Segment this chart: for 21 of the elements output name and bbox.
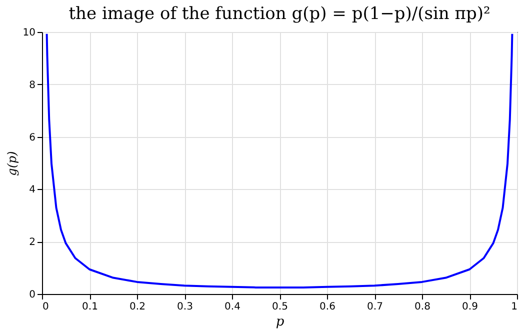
y-tick-label: 10 <box>22 28 36 38</box>
x-tick-label: 0 <box>42 302 49 312</box>
y-tick-label: 4 <box>29 184 36 196</box>
x-tick-label: 0.1 <box>82 302 98 312</box>
x-tick-label: 0.4 <box>224 302 240 312</box>
x-tick-label: 0.9 <box>462 302 478 312</box>
x-tick-label: 0.6 <box>320 302 336 312</box>
chart-title: the image of the function g(p) = p(1−p)/(sin πp)² <box>68 4 490 24</box>
x-tick-label: 0.2 <box>130 302 146 312</box>
y-tick-label: 2 <box>29 237 36 248</box>
line-series <box>46 32 514 288</box>
x-tick-label: 0.7 <box>367 302 383 312</box>
y-tick-label: 6 <box>29 132 36 144</box>
x-tick-label: 1 <box>511 302 518 312</box>
y-tick-label: 0 <box>29 290 36 300</box>
x-tick-label: 0.8 <box>414 302 430 312</box>
y-tick-label: 8 <box>29 80 36 91</box>
x-tick-label: 0.5 <box>272 302 288 312</box>
x-tick-label: 0.3 <box>177 302 193 312</box>
x-axis-title: p <box>276 314 285 330</box>
y-axis-title: g(p) <box>4 150 19 176</box>
